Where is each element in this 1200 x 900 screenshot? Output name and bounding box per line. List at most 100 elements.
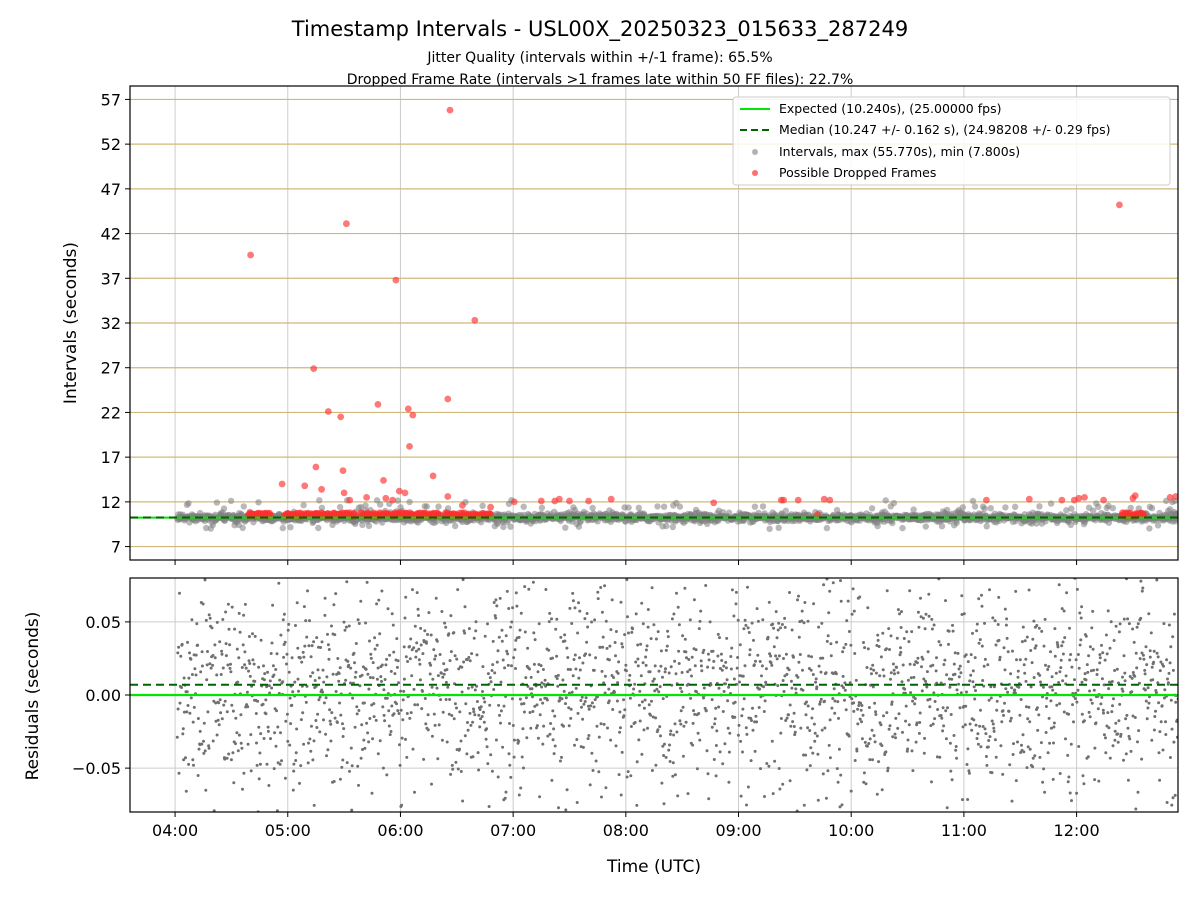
residual-point [517, 635, 521, 639]
residual-point [1011, 649, 1014, 653]
residual-point [925, 670, 929, 674]
residual-point [1042, 644, 1046, 648]
residual-point [1083, 672, 1087, 676]
dropped-frame-point [312, 463, 320, 471]
residual-point [481, 690, 484, 693]
residual-point [1077, 666, 1081, 670]
residual-point [640, 752, 644, 756]
residual-point [380, 679, 383, 683]
residual-point [417, 658, 421, 662]
residual-point [352, 651, 356, 655]
interval-point [1148, 504, 1156, 512]
residual-point [1013, 691, 1017, 695]
residual-point [238, 630, 242, 634]
residual-point [560, 755, 563, 759]
residual-point [1049, 650, 1052, 654]
chart-title: Timestamp Intervals - USL00X_20250323_01… [291, 17, 908, 42]
residual-point [1005, 636, 1009, 640]
residual-point [269, 737, 272, 741]
residual-point [974, 689, 977, 693]
residual-point [586, 737, 590, 741]
residual-point [445, 668, 449, 672]
residual-point [358, 684, 362, 688]
residual-point [1069, 742, 1073, 746]
residual-point [1067, 712, 1071, 716]
residual-point [375, 677, 379, 681]
residual-point [1044, 705, 1048, 708]
residual-point [634, 612, 638, 616]
residual-point [993, 619, 997, 623]
residual-point [960, 613, 964, 616]
residual-point [1001, 772, 1005, 776]
residual-point [404, 655, 408, 659]
residual-point [1052, 741, 1055, 745]
residual-point [898, 653, 902, 657]
residual-point [689, 696, 693, 700]
residual-point [312, 640, 316, 644]
residual-point [531, 580, 535, 584]
residual-point [1088, 715, 1092, 719]
residual-point [194, 673, 198, 677]
residual-point [483, 634, 487, 638]
residual-point [1164, 733, 1168, 736]
residual-point [767, 600, 771, 604]
residual-point [692, 709, 695, 713]
residual-point [203, 749, 207, 753]
residual-point [675, 730, 679, 734]
residual-point [705, 749, 709, 753]
dropped-frame-point [318, 485, 325, 493]
interval-point [910, 506, 917, 513]
residual-point [992, 685, 996, 689]
residual-point [189, 657, 193, 661]
residual-point [176, 707, 180, 711]
interval-point [279, 524, 286, 532]
residual-point [973, 697, 977, 701]
residual-point [421, 689, 424, 693]
residual-point [275, 652, 279, 656]
residual-point [1113, 669, 1117, 672]
residual-point [945, 806, 949, 810]
residual-point [290, 656, 294, 660]
residual-point [186, 640, 189, 644]
residual-point [1167, 623, 1171, 627]
residual-point [866, 647, 870, 651]
residual-point [203, 578, 207, 582]
residual-point [453, 654, 457, 658]
residual-point [467, 627, 471, 631]
residual-point [821, 772, 825, 776]
residual-point [819, 697, 823, 701]
residual-point [1098, 661, 1102, 665]
residual-point [712, 659, 716, 663]
residual-point [340, 765, 344, 769]
residual-point [602, 681, 606, 685]
residual-point [845, 619, 849, 623]
residual-point [210, 626, 214, 630]
residual-point [433, 657, 437, 661]
residual-point [760, 664, 764, 668]
residual-point [431, 677, 435, 681]
residual-point [552, 727, 556, 731]
residual-point [495, 604, 499, 608]
residual-point [285, 712, 289, 716]
residual-point [474, 620, 478, 624]
residual-point [1047, 716, 1051, 720]
residual-point [1063, 636, 1067, 640]
residual-point [482, 720, 486, 724]
residual-point [578, 668, 582, 672]
residual-point [257, 777, 261, 781]
interval-point [1109, 504, 1117, 512]
dropped-frame-point [446, 106, 454, 114]
residual-point [986, 663, 990, 667]
residual-point [720, 659, 724, 662]
dropped-frame-point [710, 499, 718, 507]
residual-point [722, 690, 726, 693]
residual-point [829, 654, 833, 658]
residual-point [325, 754, 328, 758]
residual-point [1010, 799, 1014, 803]
residual-point [626, 615, 629, 619]
residual-point [832, 687, 836, 691]
interval-point [435, 503, 442, 510]
residual-point [794, 687, 798, 691]
residual-point [1075, 700, 1079, 704]
